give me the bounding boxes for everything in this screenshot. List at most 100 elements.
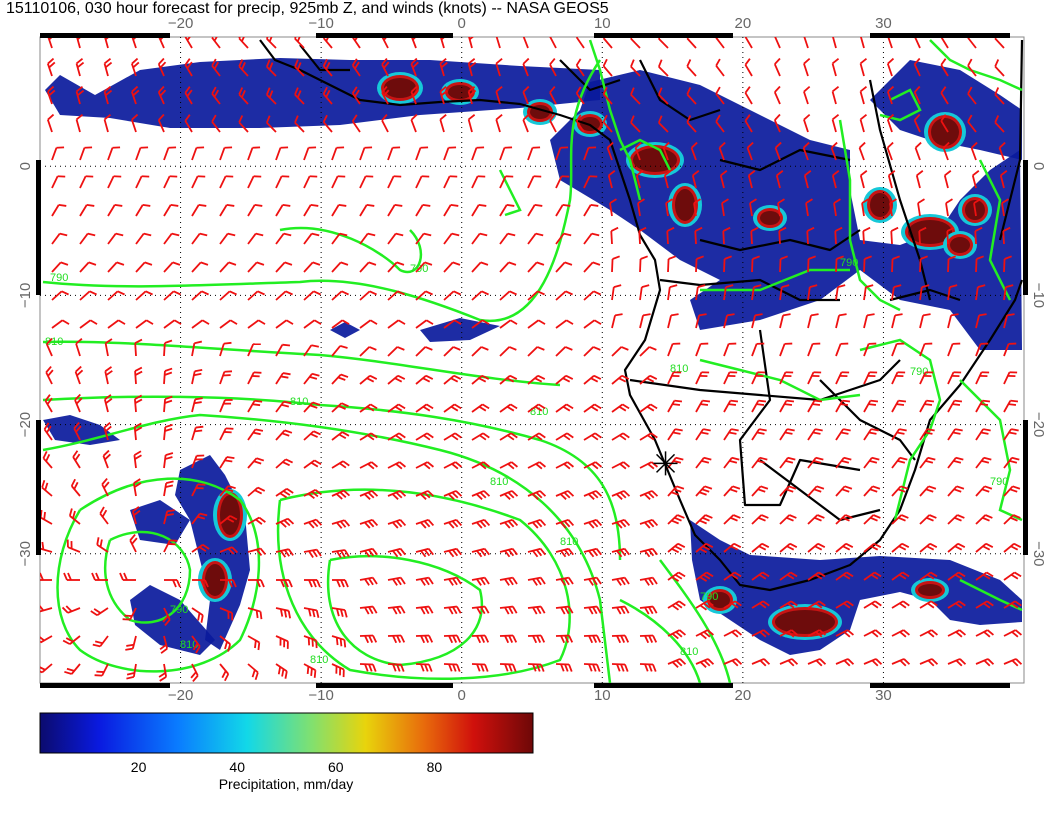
wind-barb: [443, 634, 462, 644]
wind-barb: [891, 485, 909, 497]
wind-barb: [248, 579, 265, 588]
wind-barb: [723, 542, 742, 553]
wind-barb: [637, 198, 645, 217]
wind-barb: [863, 542, 882, 553]
wind-barb: [690, 141, 698, 161]
wind-barb: [331, 635, 347, 648]
precip-region: [420, 318, 500, 342]
wind-barb: [219, 290, 237, 301]
height-contour: [498, 169, 522, 217]
lon-tick-label: 0: [458, 15, 466, 32]
wind-barb: [919, 342, 933, 357]
wind-barb: [322, 86, 333, 105]
wind-barb: [891, 629, 911, 638]
wind-barb: [303, 548, 322, 558]
wind-barb: [79, 290, 97, 301]
wind-barb: [495, 113, 503, 133]
wind-barb: [359, 346, 377, 357]
wind-barb: [777, 198, 785, 217]
wind-barb: [471, 403, 490, 413]
wind-barb: [947, 342, 961, 357]
wind-barb: [499, 146, 513, 161]
wind-barb: [886, 57, 895, 77]
wind-barb: [971, 170, 980, 189]
figure-title: 15110106, 030 hour forecast for precip, …: [6, 0, 609, 17]
wind-barb: [163, 175, 178, 189]
precip-max: [931, 118, 959, 146]
wind-barb: [219, 203, 235, 217]
wind-barb: [332, 579, 349, 588]
wind-barb: [667, 428, 683, 441]
wind-barb: [163, 319, 182, 329]
wind-barb: [723, 255, 732, 273]
wind-barb: [1003, 255, 1012, 273]
wind-barb: [45, 337, 53, 357]
coastline: [998, 39, 1024, 241]
wind-barb: [387, 432, 406, 441]
wind-barb: [331, 460, 350, 469]
wind-barb: [499, 490, 519, 500]
wind-barb: [555, 547, 574, 558]
lon-tick-label: 0: [458, 687, 466, 704]
wind-barb: [162, 607, 171, 627]
wind-barb: [191, 397, 203, 413]
wind-barb: [381, 113, 389, 133]
wind-barb: [779, 485, 797, 497]
wind-barb: [663, 170, 672, 189]
wind-barb: [415, 518, 435, 529]
wind-barb: [51, 146, 65, 161]
precipitation-layer: [43, 58, 1022, 655]
wind-barb: [527, 175, 542, 189]
wind-barb: [265, 87, 277, 105]
wind-barb: [247, 371, 262, 385]
lon-tick-label: −10: [308, 15, 333, 32]
wind-barb: [220, 579, 237, 588]
wind-barb: [723, 571, 742, 581]
wind-barb: [751, 600, 770, 609]
wind-barb: [602, 58, 613, 77]
wind-barb: [303, 401, 321, 413]
colorbar-gradient: [39, 712, 534, 754]
wind-barb: [51, 319, 70, 329]
wind-barb: [1003, 284, 1014, 301]
wind-barb: [975, 600, 994, 609]
wind-barb: [443, 203, 459, 217]
wind-barb: [79, 146, 93, 161]
wind-barb: [947, 284, 958, 301]
wind-barb: [359, 490, 379, 500]
wind-barb: [779, 629, 799, 638]
wind-barb: [331, 489, 351, 500]
wind-barb: [47, 57, 56, 77]
wind-barb: [802, 141, 810, 161]
wind-barb: [471, 232, 488, 245]
height-contour: [619, 138, 672, 171]
wind-barb: [443, 146, 457, 161]
wind-barb: [583, 146, 597, 161]
wind-barb: [387, 261, 405, 273]
wind-barb: [773, 37, 781, 49]
wind-barb: [387, 374, 406, 385]
wind-barb: [331, 319, 350, 329]
wind-barb: [74, 393, 83, 413]
wind-barb: [695, 255, 704, 273]
wind-barb: [886, 141, 894, 161]
wind-barb: [66, 539, 81, 553]
wind-barb: [975, 485, 993, 497]
wind-barb: [1003, 514, 1021, 525]
wind-barb: [947, 600, 966, 609]
wind-barb: [723, 428, 739, 441]
wind-barb: [219, 319, 238, 329]
wind-barb: [443, 319, 462, 329]
wind-barb: [219, 399, 233, 413]
wind-barb: [751, 371, 766, 385]
wind-barb: [803, 85, 811, 105]
wind-barb: [527, 232, 544, 245]
wind-barb: [331, 431, 350, 441]
wind-barb: [886, 113, 895, 133]
wind-barb: [947, 485, 965, 497]
contour-label: 790: [50, 272, 68, 284]
wind-barb: [555, 403, 574, 413]
wind-barb: [471, 374, 490, 385]
wind-barb: [975, 371, 990, 385]
wind-barb: [247, 399, 263, 413]
